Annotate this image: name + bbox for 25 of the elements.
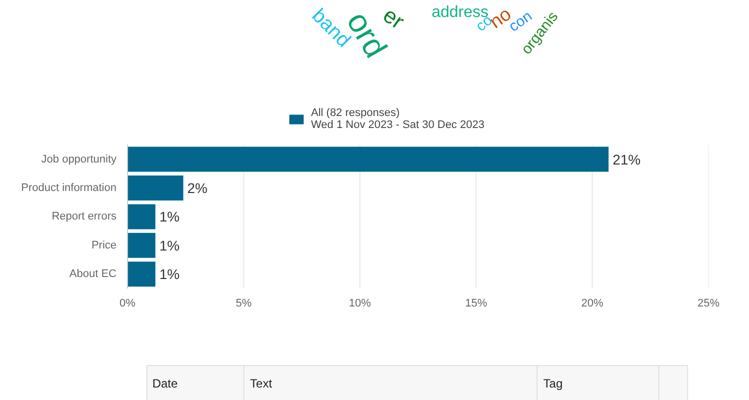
bar (128, 232, 156, 258)
x-tick-label: 10% (348, 298, 372, 310)
text: Date (152, 376, 178, 390)
bar (128, 175, 184, 200)
text: Tag (543, 376, 563, 390)
bar (128, 262, 156, 287)
y-tick-label: Report errors (52, 210, 117, 223)
y-tick-label: Price (91, 239, 116, 252)
bar (128, 204, 156, 230)
y-tick-label: About EC (69, 268, 117, 280)
data-label: 1% (159, 237, 180, 254)
data-label: 1% (159, 266, 180, 282)
bar (128, 146, 609, 172)
y-tick-label: Job opportunity (41, 153, 117, 166)
x-tick-label: 20% (581, 298, 604, 310)
x-tick-label: 25% (697, 298, 720, 310)
x-tick-label: 0% (120, 298, 136, 310)
data-label: 2% (187, 180, 208, 196)
data-label: 21% (612, 151, 641, 168)
x-tick-label: 5% (236, 298, 252, 310)
data-label: 1% (159, 208, 180, 225)
text: Text (250, 376, 273, 390)
y-tick-label: Product information (21, 182, 117, 194)
legend-label: All (82 responses) Wed 1 Nov 2023 - Sat 30 Dec 2023 (311, 107, 484, 131)
x-tick-label: 15% (465, 298, 488, 310)
